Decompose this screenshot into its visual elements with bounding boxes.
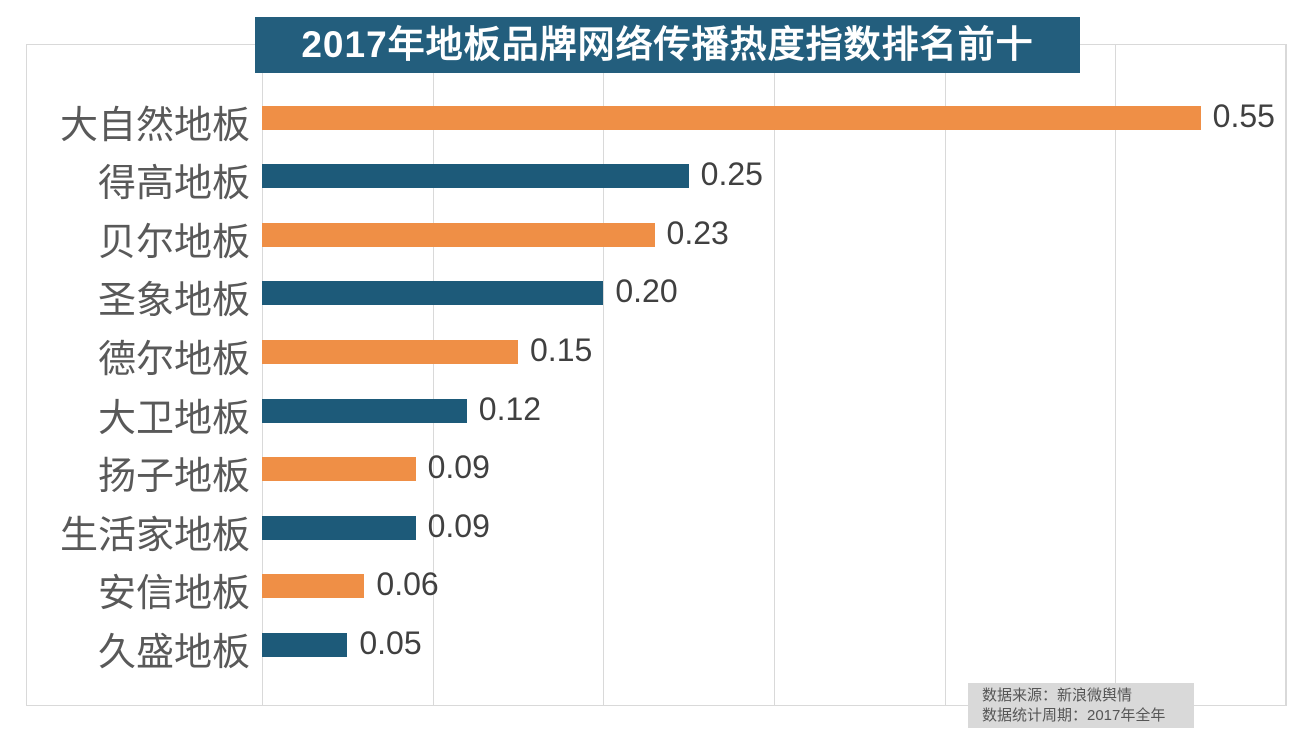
bar (262, 515, 416, 540)
chart-title: 2017年地板品牌网络传播热度指数排名前十 (255, 17, 1080, 73)
category-label: 久盛地板 (97, 631, 250, 674)
value-label: 0.23 (666, 214, 729, 251)
bar (262, 632, 348, 657)
gridline (432, 44, 434, 706)
gridline (1286, 44, 1287, 706)
source-note: 数据来源：新浪微舆情 数据统计周期：2017年全年 (968, 683, 1194, 728)
gridline (262, 44, 263, 706)
category-label: 贝尔地板 (97, 221, 250, 264)
value-label: 0.20 (615, 273, 678, 310)
category-label: 圣象地板 (97, 280, 250, 323)
bar (262, 105, 1201, 130)
bar (262, 398, 467, 423)
gridline (1115, 44, 1117, 706)
bar (262, 281, 604, 306)
bar (262, 574, 365, 599)
category-label: 大自然地板 (59, 104, 250, 147)
value-label: 0.55 (1212, 97, 1275, 134)
category-label: 生活家地板 (59, 514, 250, 557)
value-label: 0.15 (530, 331, 593, 368)
category-label: 扬子地板 (97, 456, 250, 499)
value-label: 0.05 (359, 624, 422, 661)
value-label: 0.06 (376, 566, 439, 603)
category-label: 安信地板 (97, 573, 250, 616)
bar (262, 222, 655, 247)
bar (262, 339, 518, 364)
bar (262, 164, 689, 189)
value-label: 0.12 (478, 390, 542, 427)
category-label: 大卫地板 (97, 397, 250, 440)
category-label: 得高地板 (97, 163, 250, 206)
value-label: 0.25 (700, 156, 763, 193)
source-line-2: 数据统计周期：2017年全年 (982, 707, 1166, 724)
category-label: 德尔地板 (97, 338, 250, 381)
gridline (774, 44, 775, 706)
value-label: 0.09 (427, 507, 490, 544)
bar (262, 457, 416, 482)
value-label: 0.09 (427, 449, 490, 486)
gridline (603, 44, 605, 706)
source-line-1: 数据来源：新浪微舆情 (982, 687, 1133, 704)
gridline (944, 44, 946, 706)
plot-frame (26, 44, 1286, 706)
